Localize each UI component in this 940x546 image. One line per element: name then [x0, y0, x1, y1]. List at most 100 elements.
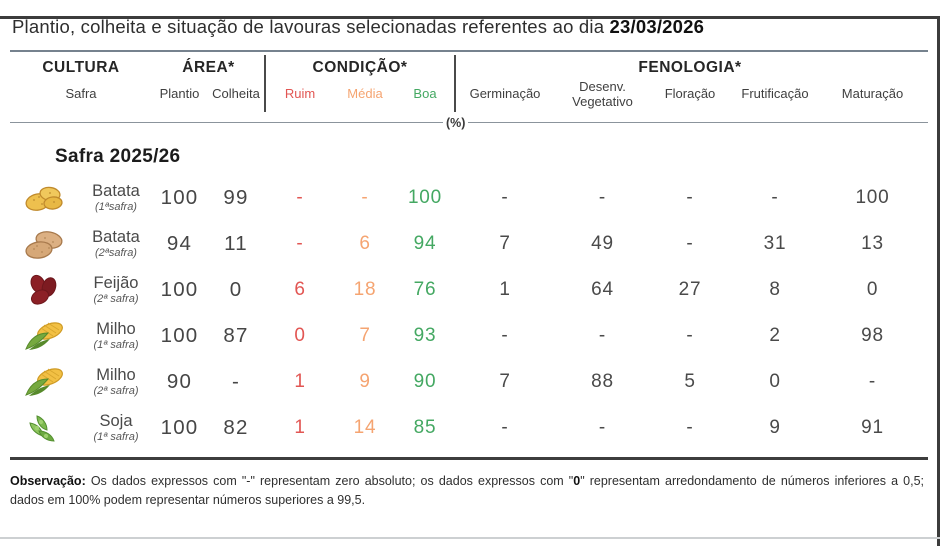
cell-ruim: 1: [294, 370, 306, 392]
header-divider-condicao-fenologia: [454, 55, 456, 112]
subheader-maturacao: Maturação: [841, 86, 904, 102]
cell-desenv-vegetativo: 49: [591, 232, 614, 254]
crop-cell: Milho (2ª safra): [80, 365, 152, 397]
crop-name: Soja: [99, 411, 133, 430]
cell-ruim: 1: [294, 416, 306, 438]
crop-safra-label: (1ª safra): [93, 431, 139, 444]
subheader-safra: Safra: [65, 86, 97, 102]
cell-desenv-vegetativo: -: [598, 186, 607, 208]
footnote-bold-zero: 0: [573, 473, 581, 488]
page-bottom-divider: [0, 537, 940, 539]
crop-cell: Batata (2ªsafra): [80, 227, 152, 260]
cell-maturacao: 13: [861, 232, 884, 254]
cell-germinacao: -: [501, 416, 509, 438]
cell-plantio: 94: [166, 231, 193, 255]
cell-floracao: 5: [684, 370, 696, 392]
cell-colheita: 87: [223, 323, 249, 347]
footnote-label: Observação:: [10, 473, 86, 488]
cell-maturacao: 100: [855, 186, 890, 208]
cell-germinacao: -: [501, 324, 509, 346]
crop-cell: Milho (1ª safra): [80, 319, 152, 352]
crop-safra-label: (2ª safra): [93, 293, 139, 306]
cell-media: 6: [359, 232, 371, 254]
page-title-text: Plantio, colheita e situação de lavouras…: [12, 16, 610, 37]
cell-ruim: 6: [294, 278, 306, 300]
cell-media: 18: [353, 278, 377, 300]
crop-name: Milho: [96, 319, 136, 338]
cell-ruim: -: [296, 232, 304, 254]
cell-boa: 76: [413, 278, 437, 300]
cell-germinacao: 1: [499, 278, 511, 300]
crop-table: CULTURA ÁREA* CONDIÇÃO* FENOLOGIA* Safra…: [10, 50, 928, 460]
cell-maturacao: 91: [861, 416, 884, 438]
col-group-condicao: CONDIÇÃO*: [312, 59, 408, 76]
footnote: Observação: Os dados expressos com "-" r…: [10, 472, 924, 510]
subheader-plantio: Plantio: [159, 86, 200, 102]
crop-name: Milho: [96, 365, 136, 384]
cell-frutificacao: 0: [769, 370, 781, 392]
table-body: Batata (1ªsafra) 100 99 - - 100 - - - - …: [10, 175, 928, 451]
cell-boa: 85: [413, 416, 437, 438]
cell-boa: 93: [413, 324, 437, 346]
potato-yellow-icon: [10, 181, 80, 215]
subheader-media: Média: [347, 86, 383, 102]
subheader-boa: Boa: [413, 86, 437, 102]
cell-frutificacao: -: [771, 186, 779, 208]
cell-floracao: -: [686, 416, 694, 438]
table-row: Batata (1ªsafra) 100 99 - - 100 - - - - …: [10, 175, 928, 221]
crop-cell: Feijão (2ª safra): [80, 273, 152, 306]
crop-name: Feijão: [93, 273, 139, 292]
report-date: 23/03/2026: [609, 16, 705, 37]
cell-colheita: 11: [224, 231, 248, 255]
table-bottom-rule: [10, 456, 928, 460]
cell-ruim: 0: [294, 324, 306, 346]
percent-rule: (%): [10, 116, 928, 130]
crop-cell: Soja (1ª safra): [80, 411, 152, 444]
cell-floracao: -: [686, 186, 694, 208]
cell-germinacao: 7: [499, 232, 511, 254]
cell-frutificacao: 9: [769, 416, 781, 438]
cell-boa: 94: [413, 232, 437, 254]
cell-desenv-vegetativo: 88: [591, 370, 614, 392]
header-divider-area-condicao: [264, 55, 266, 112]
table-header: CULTURA ÁREA* CONDIÇÃO* FENOLOGIA* Safra…: [10, 52, 928, 115]
crop-safra-label: (1ªsafra): [95, 201, 137, 214]
table-row: Soja (1ª safra) 100 82 1 14 85 - - - 9 9…: [10, 405, 928, 451]
footnote-text-1: Os dados expressos com "-" representam z…: [85, 473, 574, 488]
cell-ruim: -: [296, 186, 304, 208]
col-group-fenologia: FENOLOGIA*: [638, 59, 742, 76]
crop-name: Batata: [92, 227, 140, 246]
subheader-frutificacao: Frutificação: [741, 86, 809, 102]
potato-brown-icon: [10, 227, 80, 261]
cell-frutificacao: 8: [769, 278, 781, 300]
crop-cell: Batata (1ªsafra): [80, 182, 152, 214]
cell-media: 9: [359, 370, 371, 392]
beans-icon: [10, 273, 80, 307]
table-top-rule: [10, 50, 928, 52]
cell-boa: 90: [413, 370, 437, 392]
cell-plantio: 100: [160, 415, 199, 439]
cell-colheita: 99: [223, 185, 249, 209]
cell-desenv-vegetativo: 64: [591, 278, 614, 300]
cell-desenv-vegetativo: -: [598, 324, 607, 346]
cell-floracao: 27: [678, 278, 702, 300]
col-group-area: ÁREA*: [182, 59, 235, 76]
crop-safra-label: (1ª safra): [93, 339, 139, 352]
table-row: Feijão (2ª safra) 100 0 6 18 76 1 64 27 …: [10, 267, 928, 313]
cell-colheita: 82: [223, 415, 249, 439]
table-row: Milho (2ª safra) 90 - 1 9 90 7 88 5 0 -: [10, 359, 928, 405]
cell-colheita: -: [231, 369, 241, 393]
subheader-germinacao: Germinação: [469, 86, 541, 102]
section-title: Safra 2025/26: [55, 145, 181, 167]
cell-maturacao: 0: [866, 278, 879, 300]
cell-germinacao: 7: [499, 370, 511, 392]
page-right-border: [937, 16, 940, 546]
cell-frutificacao: 2: [769, 324, 781, 346]
cell-floracao: -: [686, 324, 694, 346]
crop-safra-label: (2ªsafra): [95, 247, 137, 260]
subheader-ruim: Ruim: [284, 86, 316, 102]
soy-icon: [10, 411, 80, 445]
footnote-text-2: " representam arredondamento de números …: [10, 473, 924, 507]
cell-media: 14: [353, 416, 377, 438]
cell-plantio: 100: [160, 277, 199, 301]
